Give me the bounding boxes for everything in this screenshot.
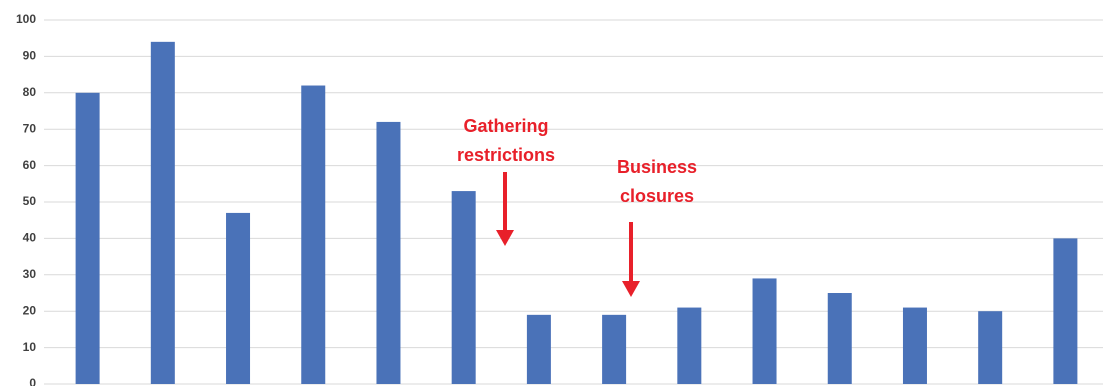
y-tick-label: 40 <box>23 231 37 245</box>
y-tick-label: 50 <box>23 194 37 208</box>
bar <box>602 314 627 384</box>
bar <box>150 41 175 385</box>
y-tick-label: 30 <box>23 267 37 281</box>
bar <box>301 85 326 385</box>
arrow-head <box>622 281 640 297</box>
bar <box>827 293 852 384</box>
bar <box>75 92 100 385</box>
annotation: restrictions <box>457 145 555 165</box>
bar <box>1053 238 1078 384</box>
y-tick-label: 20 <box>23 303 37 317</box>
y-tick-label: 10 <box>23 340 37 354</box>
y-tick-label: 60 <box>23 158 37 172</box>
bar <box>226 212 251 384</box>
y-tick-label: 70 <box>23 121 37 135</box>
bar <box>376 121 401 385</box>
arrow-head <box>496 230 514 246</box>
bar <box>978 311 1003 384</box>
annotation: Business <box>617 157 697 177</box>
bar <box>451 191 476 384</box>
bar <box>677 307 702 384</box>
bar <box>902 307 927 384</box>
y-tick-label: 90 <box>23 49 37 63</box>
annotation: Gathering <box>463 116 548 136</box>
annotation: closures <box>620 186 694 206</box>
annotation-arrows <box>496 172 640 297</box>
bar <box>752 278 777 384</box>
y-tick-label: 100 <box>16 12 36 26</box>
y-tick-label: 80 <box>23 85 37 99</box>
bar <box>526 314 551 384</box>
y-tick-label: 0 <box>29 376 36 386</box>
